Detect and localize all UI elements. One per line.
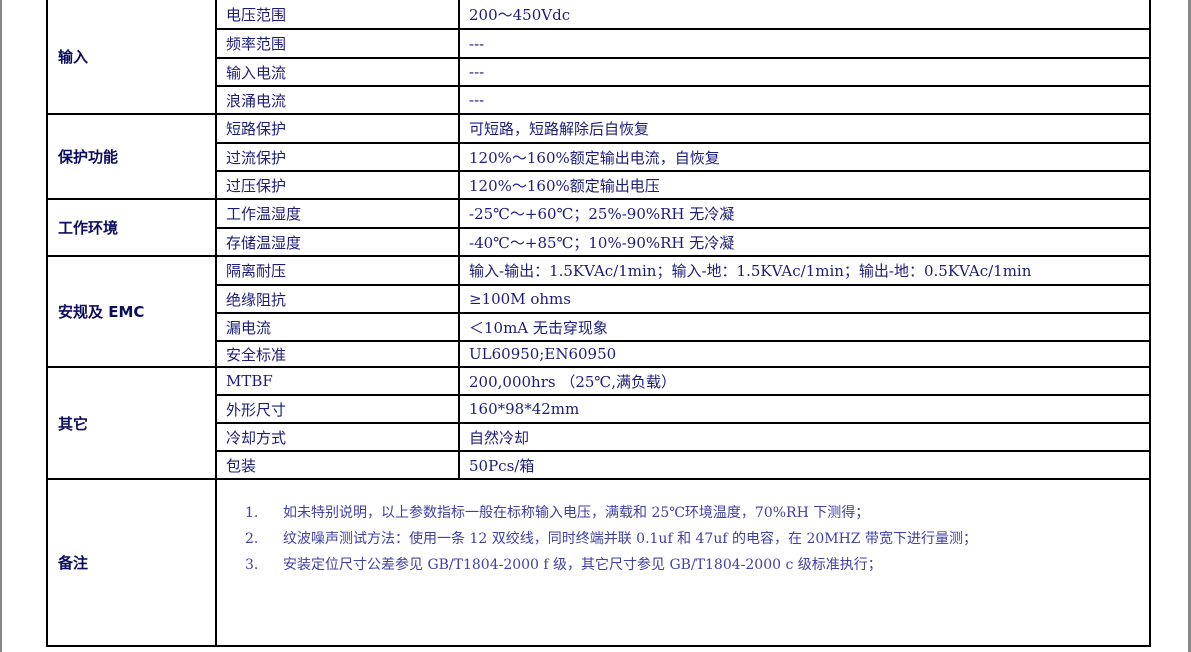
note-number: 2. [245, 531, 259, 547]
spec-value: ≥100M ohms [458, 284, 1151, 314]
spec-value: 120%～160%额定输出电流，自恢复 [458, 142, 1151, 172]
table-row: 安全标准 UL60950;EN60950 [47, 340, 1151, 368]
table-row: 输入电流 --- [47, 57, 1151, 87]
spec-label: 电压范围 [215, 0, 460, 30]
spec-value: 输入-输出：1.5KVAc/1min；输入-地：1.5KVAc/1min；输出-… [458, 255, 1151, 286]
spec-value: 160*98*42mm [458, 394, 1151, 424]
group-label: 安规及 EMC [46, 255, 217, 368]
table-row: 漏电流 ＜10mA 无击穿现象 [47, 312, 1151, 342]
note-item: 3. 安装定位尺寸公差参见 GB/T1804-2000 f 级，其它尺寸参见 GB… [245, 552, 1148, 578]
table-row: 包装 50Pcs/箱 [47, 450, 1151, 480]
spec-value: -40℃～+85℃；10%-90%RH 无冷凝 [458, 227, 1151, 257]
spec-label: 外形尺寸 [215, 394, 460, 424]
spec-label: 漏电流 [215, 312, 460, 342]
spec-value: 120%～160%额定输出电压 [458, 170, 1151, 200]
page-edge-right [1188, 0, 1191, 652]
notes-label: 备注 [46, 478, 217, 647]
table-row: 绝缘阻抗 ≥100M ohms [47, 284, 1151, 314]
table-row: 浪涌电流 --- [47, 85, 1151, 115]
table-row: 输入 电压范围 200～450Vdc [46, 0, 1151, 115]
spec-label: 绝缘阻抗 [215, 284, 460, 314]
spec-value: 自然冷却 [458, 422, 1151, 452]
spec-value: 50Pcs/箱 [458, 450, 1151, 480]
table-row: 冷却方式 自然冷却 [47, 422, 1151, 452]
table-row: 保护功能 短路保护 可短路，短路解除后自恢复 [46, 113, 1151, 200]
notes-row: 备注 1. 如未特别说明，以上参数指标一般在标称输入电压，满载和 25℃环境温度，7… [46, 478, 1151, 647]
spec-value: --- [458, 28, 1151, 59]
spec-label: 浪涌电流 [215, 85, 460, 115]
spec-label: 包装 [215, 450, 460, 480]
table-row: 存储温湿度 -40℃～+85℃；10%-90%RH 无冷凝 [47, 227, 1151, 257]
note-item: 1. 如未特别说明，以上参数指标一般在标称输入电压，满载和 25℃环境温度，70%… [245, 500, 1148, 526]
spec-label: 存储温湿度 [215, 227, 460, 257]
table-row: 安规及 EMC 隔离耐压 输入-输出：1.5KVAc/1min；输入-地：1.5KV… [46, 255, 1151, 368]
note-number: 1. [245, 505, 259, 521]
spec-label: 过压保护 [215, 170, 460, 200]
spec-value: --- [458, 57, 1151, 87]
spec-label: MTBF [215, 366, 460, 396]
page-edge-left [0, 0, 2, 652]
note-text: 纹波噪声测试方法：使用一条 12 双绞线，同时终端并联 0.1uf 和 47uf… [283, 531, 977, 547]
note-text: 如未特别说明，以上参数指标一般在标称输入电压，满载和 25℃环境温度，70%RH… [283, 505, 870, 521]
spec-value: 可短路，短路解除后自恢复 [458, 113, 1151, 144]
table-row: 工作环境 工作温湿度 -25℃～+60℃；25%-90%RH 无冷凝 [46, 198, 1151, 257]
spec-value: UL60950;EN60950 [458, 340, 1151, 368]
note-item: 2. 纹波噪声测试方法：使用一条 12 双绞线，同时终端并联 0.1uf 和 47… [245, 526, 1148, 552]
spec-value: 200～450Vdc [458, 0, 1151, 30]
spec-value: ＜10mA 无击穿现象 [458, 312, 1151, 342]
spec-table: 输入 电压范围 200～450Vdc 频率范围 --- 输入电流 --- 浪涌电流 --- 保护功… [46, 0, 1151, 647]
table-row: 其它 MTBF 200,000hrs （25℃,满负载） [46, 366, 1151, 480]
group-label: 输入 [46, 0, 217, 115]
spec-value: -25℃～+60℃；25%-90%RH 无冷凝 [458, 198, 1151, 229]
group-label: 保护功能 [46, 113, 217, 200]
spec-label: 安全标准 [215, 340, 460, 368]
group-label: 工作环境 [46, 198, 217, 257]
spec-value: 200,000hrs （25℃,满负载） [458, 366, 1151, 396]
spec-label: 冷却方式 [215, 422, 460, 452]
notes-content: 1. 如未特别说明，以上参数指标一般在标称输入电压，满载和 25℃环境温度，70%… [215, 478, 1151, 647]
table-row: 过压保护 120%～160%额定输出电压 [47, 170, 1151, 200]
spec-label: 频率范围 [215, 28, 460, 59]
table-row: 频率范围 --- [47, 28, 1151, 59]
spec-value: --- [458, 85, 1151, 115]
note-number: 3. [245, 557, 259, 573]
spec-label: 工作温湿度 [215, 198, 460, 229]
spec-label: 输入电流 [215, 57, 460, 87]
table-row: 外形尺寸 160*98*42mm [47, 394, 1151, 424]
spec-label: 过流保护 [215, 142, 460, 172]
table-row: 过流保护 120%～160%额定输出电流，自恢复 [47, 142, 1151, 172]
spec-label: 隔离耐压 [215, 255, 460, 286]
note-text: 安装定位尺寸公差参见 GB/T1804-2000 f 级，其它尺寸参见 GB/T… [283, 557, 882, 573]
spec-label: 短路保护 [215, 113, 460, 144]
group-label: 其它 [46, 366, 217, 480]
